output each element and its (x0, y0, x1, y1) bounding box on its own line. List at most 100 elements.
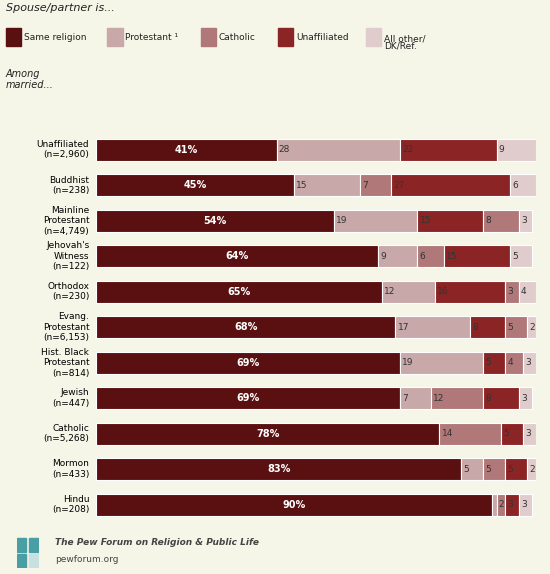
Text: 8: 8 (486, 216, 491, 225)
Bar (497, 494, 505, 515)
Text: 3: 3 (508, 287, 513, 296)
Bar (523, 422, 536, 445)
Bar (400, 139, 497, 161)
Text: 9: 9 (380, 252, 386, 261)
Bar (96, 494, 492, 515)
Text: 45%: 45% (184, 180, 207, 190)
Text: 16: 16 (437, 287, 449, 296)
Bar (96, 316, 395, 338)
Bar (294, 174, 360, 196)
Bar (382, 281, 435, 302)
Text: 78%: 78% (256, 429, 279, 439)
Text: 15: 15 (420, 216, 431, 225)
Bar (483, 352, 505, 374)
Text: 19: 19 (402, 358, 414, 367)
Text: 14: 14 (442, 429, 453, 438)
Text: 15: 15 (296, 181, 308, 190)
Bar (483, 387, 519, 409)
Bar (96, 174, 294, 196)
Text: 2: 2 (530, 464, 535, 474)
Text: 27: 27 (393, 181, 405, 190)
Text: 5: 5 (486, 464, 491, 474)
Bar (96, 422, 439, 445)
Bar (417, 210, 483, 232)
Bar (431, 387, 483, 409)
Text: 6: 6 (512, 181, 518, 190)
Text: 54%: 54% (204, 216, 227, 226)
Text: 68%: 68% (234, 322, 257, 332)
Bar (277, 139, 400, 161)
Bar (96, 245, 378, 267)
Bar (501, 422, 523, 445)
Text: 5: 5 (512, 252, 518, 261)
Text: 5: 5 (486, 358, 491, 367)
Bar (444, 245, 510, 267)
Text: 5: 5 (508, 464, 513, 474)
Bar (378, 245, 417, 267)
Text: All other/: All other/ (384, 34, 425, 44)
Bar (492, 494, 497, 515)
Bar (519, 210, 532, 232)
Bar (400, 352, 483, 374)
Text: 41%: 41% (175, 145, 198, 155)
Text: 15: 15 (446, 252, 458, 261)
Text: The Pew Forum on Religion & Public Life: The Pew Forum on Religion & Public Life (55, 538, 259, 547)
Text: 65%: 65% (228, 286, 251, 297)
Bar (96, 210, 334, 232)
Text: 4: 4 (521, 287, 526, 296)
Text: 17: 17 (398, 323, 409, 332)
Text: 5: 5 (503, 429, 509, 438)
Text: 3: 3 (521, 394, 526, 402)
Text: 3: 3 (525, 358, 531, 367)
Text: Catholic: Catholic (219, 33, 256, 42)
Bar (505, 316, 527, 338)
Text: 8: 8 (486, 394, 491, 402)
Text: 64%: 64% (226, 251, 249, 261)
Text: 3: 3 (521, 500, 526, 509)
Bar (497, 139, 536, 161)
Bar (96, 352, 400, 374)
Text: 2: 2 (499, 500, 504, 509)
Text: 2: 2 (530, 323, 535, 332)
Text: 12: 12 (433, 394, 444, 402)
Bar (505, 281, 519, 302)
Bar (505, 352, 523, 374)
Text: 19: 19 (336, 216, 348, 225)
Bar (96, 139, 277, 161)
Bar (16, 554, 26, 568)
Text: Same religion: Same religion (24, 33, 86, 42)
Text: 22: 22 (402, 145, 413, 154)
Text: DK/Ref.: DK/Ref. (384, 42, 417, 51)
Bar (461, 458, 483, 480)
Bar (16, 538, 26, 552)
Bar (519, 387, 532, 409)
Text: 9: 9 (499, 145, 504, 154)
Bar (400, 387, 431, 409)
Text: 6: 6 (420, 252, 425, 261)
Bar (439, 422, 501, 445)
Bar (527, 316, 536, 338)
Bar (360, 174, 391, 196)
Text: pewforum.org: pewforum.org (55, 555, 118, 564)
Bar (395, 316, 470, 338)
Text: 5: 5 (464, 464, 469, 474)
Text: 4: 4 (508, 358, 513, 367)
Bar (29, 538, 38, 552)
Bar (527, 458, 536, 480)
Text: 8: 8 (472, 323, 478, 332)
Bar (505, 494, 519, 515)
Text: Spouse/partner is...: Spouse/partner is... (6, 3, 114, 13)
Text: Unaffiliated: Unaffiliated (296, 33, 349, 42)
Text: 28: 28 (279, 145, 290, 154)
Bar (391, 174, 510, 196)
Bar (470, 316, 505, 338)
Text: 3: 3 (525, 429, 531, 438)
Bar (435, 281, 505, 302)
Text: 3: 3 (508, 500, 513, 509)
Bar (523, 352, 536, 374)
Bar (96, 458, 461, 480)
Bar (505, 458, 527, 480)
Text: Among
married...: Among married... (6, 69, 53, 91)
Text: Protestant ¹: Protestant ¹ (125, 33, 179, 42)
Text: 7: 7 (402, 394, 408, 402)
